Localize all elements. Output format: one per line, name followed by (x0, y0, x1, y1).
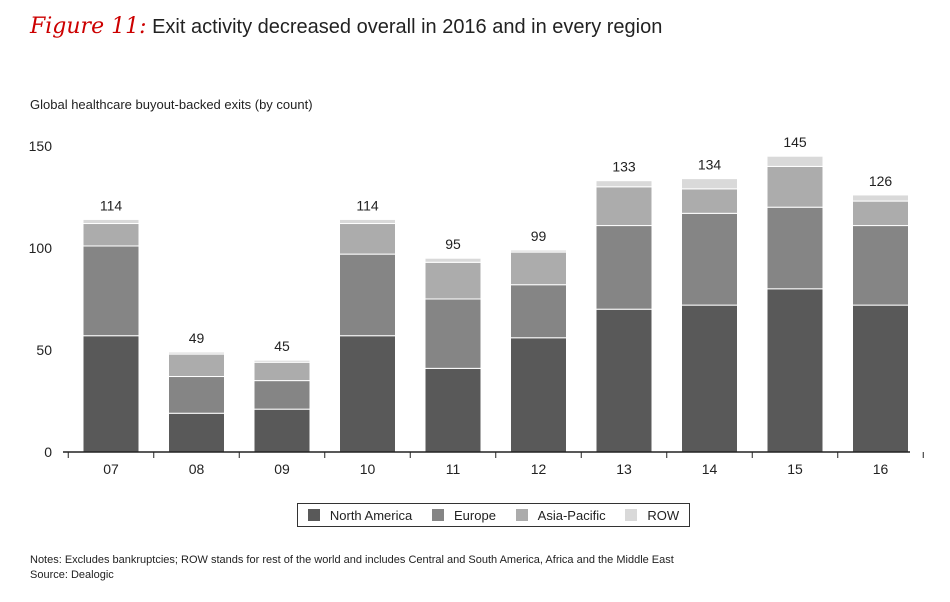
total-label: 49 (189, 330, 205, 346)
total-label: 45 (274, 338, 290, 354)
chart-title: Global healthcare buyout-backed exits (b… (30, 97, 313, 112)
bar-segment-north-america (681, 304, 738, 453)
bar-segment-asia-pacific (168, 353, 225, 378)
x-tick-label: 12 (531, 461, 547, 477)
bar-segment-row (510, 249, 567, 253)
x-tick-label: 13 (616, 461, 632, 477)
total-label: 145 (783, 134, 807, 150)
bar-segment-asia-pacific (253, 361, 311, 382)
x-tick-label: 11 (446, 461, 461, 477)
bar-segment-europe (253, 380, 311, 410)
bar-segment-north-america (595, 308, 653, 453)
figure-heading: Exit activity decreased overall in 2016 … (152, 16, 663, 38)
notes-text: Notes: Excludes bankruptcies; ROW stands… (30, 554, 674, 566)
bar-segment-asia-pacific (424, 261, 482, 300)
figure-label: Figure 11: (30, 14, 147, 39)
y-tick-label: 100 (29, 240, 53, 256)
legend-label: Europe (454, 507, 496, 523)
y-tick-label: 150 (29, 138, 53, 154)
legend-swatch (307, 509, 320, 521)
bar-segment-row (595, 180, 653, 188)
bar-segment-asia-pacific (339, 223, 396, 255)
legend-item: North America (307, 507, 413, 523)
bar-segment-europe (82, 245, 140, 337)
source-text: Source: Dealogic (30, 569, 114, 581)
bar-segment-europe (681, 212, 738, 306)
bar-segment-row (852, 194, 909, 202)
bar-segment-asia-pacific (766, 165, 824, 208)
bar-segment-row (253, 359, 311, 363)
bar-segment-north-america (510, 337, 567, 453)
bar-segment-europe (766, 206, 824, 290)
bar-segment-row (766, 155, 824, 167)
legend-item: Asia-Pacific (515, 507, 606, 523)
bar-segment-asia-pacific (595, 186, 653, 227)
legend-label: ROW (647, 507, 680, 523)
bar-segment-north-america (168, 412, 225, 453)
x-tick-label: 14 (702, 461, 718, 477)
total-label: 134 (698, 157, 722, 173)
legend-item: ROW (625, 508, 679, 523)
total-label: 99 (531, 228, 547, 244)
bar-segment-asia-pacific (82, 223, 140, 247)
legend-item: Europe (432, 508, 496, 523)
bar-segment-north-america (852, 304, 909, 453)
bar-segment-north-america (424, 367, 482, 453)
total-label: 126 (869, 173, 893, 189)
legend-swatch (625, 509, 638, 521)
bar-segment-north-america (82, 335, 140, 453)
bar-segment-north-america (253, 408, 311, 453)
total-label: 95 (445, 236, 461, 252)
bar-segment-europe (424, 298, 482, 369)
bar-segment-europe (168, 376, 225, 414)
chart-notes: Notes: Excludes bankruptcies; ROW stands… (30, 553, 674, 583)
bar-segment-asia-pacific (681, 188, 738, 214)
bar-segment-europe (510, 284, 567, 339)
bar-segment-europe (852, 225, 909, 306)
x-tick-label: 08 (189, 461, 205, 477)
bar-segment-north-america (766, 288, 824, 453)
bar-segment-asia-pacific (510, 251, 567, 286)
total-label: 114 (356, 197, 379, 213)
chart-legend: North America Europe Asia-Pacific ROW (297, 503, 690, 527)
y-tick-label: 0 (44, 444, 52, 460)
bar-segment-europe (595, 225, 653, 310)
x-tick-label: 15 (787, 461, 803, 477)
legend-swatch (515, 509, 528, 521)
x-tick-label: 07 (103, 461, 119, 477)
legend-label: Asia-Pacific (537, 507, 606, 523)
y-tick-label: 50 (36, 342, 52, 358)
bar-segment-row (82, 218, 140, 225)
x-tick-label: 10 (360, 461, 376, 477)
x-tick-label: 09 (274, 461, 290, 477)
bar-segment-row (681, 178, 738, 190)
bar-segment-row (339, 218, 396, 225)
legend-swatch (432, 509, 444, 521)
bar-segment-asia-pacific (852, 200, 909, 227)
total-label: 114 (100, 197, 123, 213)
figure-title: Figure 11: Exit activity decreased overa… (30, 14, 662, 39)
bar-segment-row (424, 257, 482, 263)
bar-segment-north-america (339, 335, 396, 453)
bar-segment-row (168, 351, 225, 355)
stacked-bar-chart: 0 50 100 150 114 07 49 08 45 09 114 10 95 11 99 12 133 13… (29, 134, 924, 477)
bar-segment-europe (339, 253, 396, 337)
total-label: 133 (612, 159, 636, 175)
legend-label: North America (329, 507, 413, 523)
x-tick-label: 16 (873, 461, 889, 477)
